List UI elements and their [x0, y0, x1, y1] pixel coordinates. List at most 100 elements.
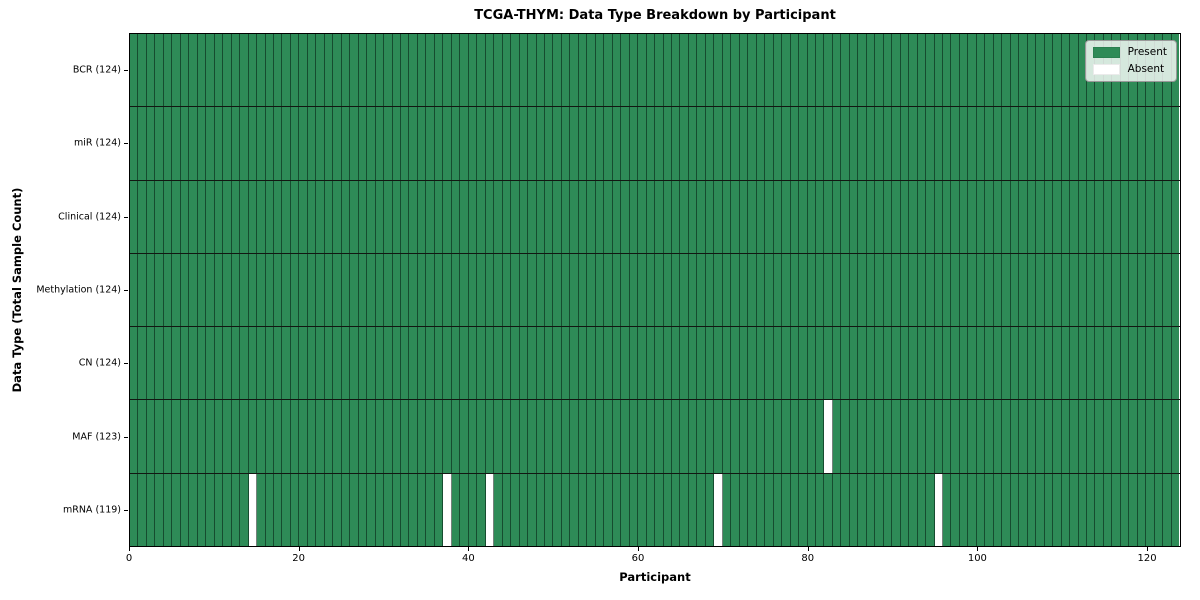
heatmap-cell-present [536, 107, 545, 180]
heatmap-cell-present [409, 253, 418, 327]
heatmap-cell-present [1078, 253, 1087, 327]
heatmap-cell-present [638, 253, 647, 327]
heatmap-cell-present [621, 180, 630, 253]
heatmap-cell-present [976, 473, 986, 546]
heatmap-cell-present [401, 327, 410, 400]
heatmap-cell-present [138, 400, 147, 473]
heatmap-cell-present [883, 180, 893, 253]
heatmap-cell-present [180, 400, 190, 473]
heatmap-cell-present [1086, 400, 1096, 473]
heatmap-cell-present [316, 107, 325, 180]
heatmap-cell-present [604, 253, 613, 327]
heatmap-cell-present [883, 34, 893, 107]
heatmap-cell-present [688, 400, 698, 473]
heatmap-row-cn [130, 326, 1180, 400]
heatmap-cell-present [866, 107, 876, 180]
heatmap-cell-present [1061, 473, 1071, 546]
heatmap-cell-present [866, 400, 876, 473]
heatmap-cell-present [384, 180, 393, 253]
heatmap-cell-present [468, 400, 478, 473]
heatmap-cell-present [578, 34, 588, 107]
heatmap-cell-present [1146, 327, 1155, 400]
heatmap-cell-present [849, 253, 859, 327]
heatmap-cell-present [765, 180, 774, 253]
heatmap-cell-present [993, 107, 1003, 180]
heatmap-cell-present [544, 400, 554, 473]
heatmap-cell-present [672, 34, 681, 107]
heatmap-cell-present [163, 253, 173, 327]
heatmap-cell-present [892, 327, 901, 400]
heatmap-cell-present [197, 473, 207, 546]
heatmap-cell-present [282, 180, 291, 253]
heatmap-cell-present [722, 34, 732, 107]
heatmap-cell-present [1137, 473, 1147, 546]
heatmap-cell-present [832, 400, 842, 473]
heatmap-cell-present [883, 400, 893, 473]
heatmap-cell-present [451, 107, 461, 180]
heatmap-cell-present [790, 400, 800, 473]
heatmap-cell-present [841, 253, 850, 327]
heatmap-cell-present [1129, 473, 1138, 546]
heatmap-cell-present [646, 34, 656, 107]
heatmap-cell-present [1010, 180, 1020, 253]
heatmap-cell-present [553, 34, 562, 107]
heatmap-cell-present [273, 253, 283, 327]
heatmap-cell-present [223, 107, 232, 180]
heatmap-cell-present [460, 107, 469, 180]
heatmap-cell-present [401, 400, 410, 473]
heatmap-cell-present [1086, 180, 1096, 253]
heatmap-cell-present [1103, 253, 1113, 327]
heatmap-cell-present [1103, 180, 1113, 253]
heatmap-cell-present [765, 253, 774, 327]
heatmap-cell-present [807, 253, 816, 327]
heatmap-cell-present [748, 180, 757, 253]
heatmap-cell-present [1002, 473, 1011, 546]
heatmap-cell-present [290, 180, 300, 253]
heatmap-cell-present [1019, 253, 1028, 327]
heatmap-cell-present [1036, 34, 1045, 107]
heatmap-cell-present [731, 107, 740, 180]
heatmap-cell-present [807, 180, 816, 253]
heatmap-cell-present [307, 400, 317, 473]
heatmap-cell-present [646, 107, 656, 180]
heatmap-cell-present [451, 400, 461, 473]
heatmap-cell-present [350, 180, 359, 253]
heatmap-cell-present [688, 253, 698, 327]
heatmap-cell-present [875, 473, 884, 546]
heatmap-cell-present [248, 180, 258, 253]
heatmap-cell-present [544, 473, 554, 546]
heatmap-cell-present [570, 253, 579, 327]
heatmap-cell-present [265, 253, 274, 327]
heatmap-cell-present [1010, 473, 1020, 546]
heatmap-cell-present [578, 253, 588, 327]
heatmap-cell-present [1163, 253, 1172, 327]
heatmap-cell-present [926, 253, 935, 327]
heatmap-cell-present [333, 253, 342, 327]
heatmap-cell-present [815, 180, 825, 253]
heatmap-cell-present [909, 327, 918, 400]
heatmap-cell-present [621, 253, 630, 327]
heatmap-cell-present [1086, 253, 1096, 327]
heatmap-cell-present [1163, 327, 1172, 400]
heatmap-cell-present [502, 473, 512, 546]
heatmap-cell-present [290, 107, 300, 180]
heatmap-cell-present [417, 253, 427, 327]
heatmap-cell-present [299, 473, 308, 546]
heatmap-cell-present [807, 327, 816, 400]
heatmap-cell-present [951, 34, 960, 107]
heatmap-cell-present [561, 34, 571, 107]
heatmap-cell-present [934, 327, 943, 400]
heatmap-plot-area: Present Absent [129, 33, 1181, 547]
heatmap-cell-present [163, 473, 173, 546]
heatmap-cell-present [917, 327, 927, 400]
heatmap-cell-present [680, 253, 689, 327]
heatmap-cell-present [146, 473, 156, 546]
heatmap-cell-present [561, 327, 571, 400]
heatmap-cell-present [739, 327, 749, 400]
heatmap-cell-present [130, 253, 139, 327]
heatmap-cell-present [1019, 34, 1028, 107]
legend-label-present: Present [1127, 46, 1167, 58]
heatmap-cell-present [943, 327, 952, 400]
heatmap-cell-present [714, 253, 723, 327]
heatmap-cell-present [680, 107, 689, 180]
